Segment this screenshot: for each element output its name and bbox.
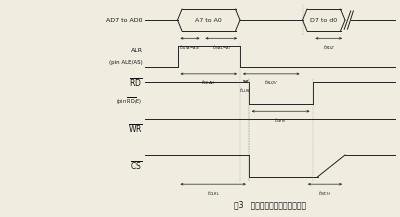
Text: $\overline{\mathrm{CS}}$: $\overline{\mathrm{CS}}$ bbox=[130, 160, 142, 172]
Text: $\overline{\mathrm{WR}}$: $\overline{\mathrm{WR}}$ bbox=[128, 123, 142, 135]
Text: $t_{su(A\!-\!AS)}$: $t_{su(A\!-\!AS)}$ bbox=[179, 43, 201, 52]
Text: AD7 to AD0: AD7 to AD0 bbox=[106, 18, 142, 23]
Text: (pin $\overline{\mathrm{RD}}$/E): (pin $\overline{\mathrm{RD}}$/E) bbox=[116, 97, 142, 107]
Text: $t_{h(AL\!-\!A)}$: $t_{h(AL\!-\!A)}$ bbox=[212, 43, 231, 52]
Text: $t_{RDZ}$: $t_{RDZ}$ bbox=[323, 43, 335, 52]
Text: A7 to A0: A7 to A0 bbox=[195, 18, 222, 23]
Text: $t_{RLQV}$: $t_{RLQV}$ bbox=[264, 79, 278, 88]
Text: ALR: ALR bbox=[130, 48, 142, 53]
Text: $t_{W(R)}$: $t_{W(R)}$ bbox=[274, 116, 287, 125]
Text: $t_{LLRL}$: $t_{LLRL}$ bbox=[239, 86, 252, 95]
Text: $t_{CLRL}$: $t_{CLRL}$ bbox=[206, 189, 220, 198]
Text: (pin ALE/AS): (pin ALE/AS) bbox=[109, 60, 142, 65]
Text: $\overline{\mathrm{RD}}$: $\overline{\mathrm{RD}}$ bbox=[129, 77, 142, 89]
Text: $t_{INCH}$: $t_{INCH}$ bbox=[318, 189, 332, 198]
Text: 图3   总总线控制器读周期时序图: 图3 总总线控制器读周期时序图 bbox=[234, 201, 306, 210]
Text: $t_{W(AL)}$: $t_{W(AL)}$ bbox=[201, 79, 216, 87]
Text: D7 to d0: D7 to d0 bbox=[310, 18, 337, 23]
